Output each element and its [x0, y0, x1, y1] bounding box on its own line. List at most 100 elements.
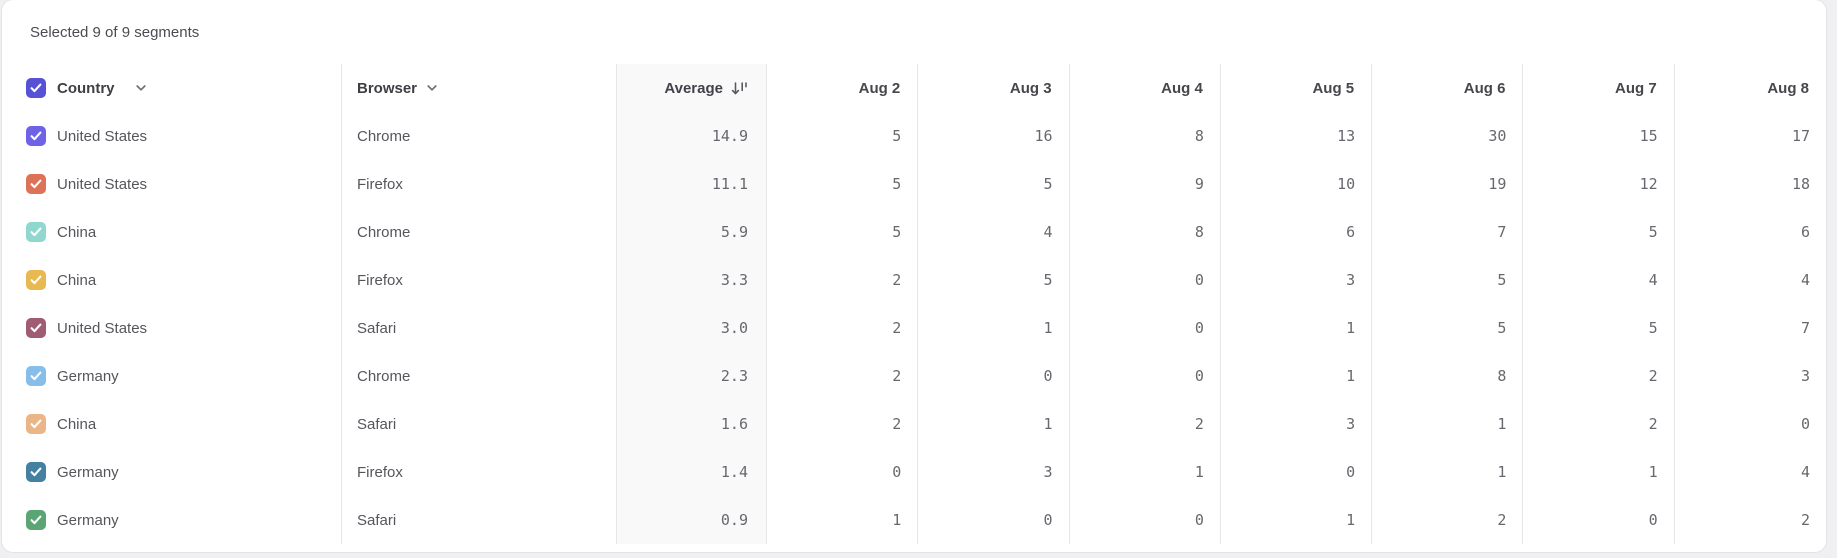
row-checkbox[interactable]: [26, 510, 46, 530]
value-cell: 18: [1791, 175, 1810, 193]
value-cell: 13: [1221, 112, 1373, 160]
value-cell: 1: [1070, 448, 1221, 496]
row-checkbox[interactable]: [26, 462, 46, 482]
country-header-label: Country: [57, 79, 115, 97]
date-header[interactable]: Aug 6: [1372, 64, 1524, 112]
value-cell: 8: [1372, 352, 1524, 400]
value-cell: 1: [1372, 448, 1524, 496]
row-checkbox[interactable]: [26, 222, 46, 242]
value-cell: 0: [1070, 496, 1221, 544]
value-cell: 8: [1070, 112, 1221, 160]
value-cell: 5: [1372, 256, 1524, 304]
browser-cell: Chrome: [342, 208, 617, 256]
table-row: United States Safari 3.0 2 1 0 1 5 5 7: [2, 304, 1826, 352]
value-cell: 1: [1221, 496, 1373, 544]
value-cell: 10: [1221, 160, 1373, 208]
row-checkbox[interactable]: [26, 270, 46, 290]
value-cell: 12: [1523, 160, 1675, 208]
value-cell: 6: [1221, 208, 1373, 256]
browser-cell: Firefox: [342, 448, 617, 496]
value-cell: 8: [1070, 208, 1221, 256]
country-cell: United States: [2, 304, 342, 352]
row-checkbox[interactable]: [26, 414, 46, 434]
date-header[interactable]: Aug 7: [1523, 64, 1675, 112]
country-label: Germany: [57, 511, 119, 529]
select-all-checkbox[interactable]: [26, 78, 46, 98]
country-label: United States: [57, 319, 148, 337]
browser-cell: Safari: [342, 496, 617, 544]
value-cell: 5: [767, 208, 919, 256]
browser-cell: Chrome: [342, 352, 617, 400]
table-row: Germany Safari 0.9 1 0 0 1 2 0 2: [2, 496, 1826, 544]
value-cell: 1: [1523, 448, 1675, 496]
date-header[interactable]: Aug 8: [1767, 79, 1809, 97]
value-cell: 16: [918, 112, 1070, 160]
average-cell: 5.9: [617, 208, 767, 256]
country-label: United States: [57, 127, 148, 145]
check-icon: [30, 179, 42, 189]
country-cell: Germany: [2, 496, 342, 544]
value-cell: 0: [918, 496, 1070, 544]
table-row: United States Chrome 14.9 5 16 8 13 30 15 17: [2, 112, 1826, 160]
row-checkbox[interactable]: [26, 126, 46, 146]
value-cell: 2: [1800, 511, 1810, 529]
average-header[interactable]: Average: [617, 64, 767, 112]
value-cell: 2: [1070, 400, 1221, 448]
value-cell: 0: [1800, 415, 1810, 433]
value-cell: 5: [1523, 208, 1675, 256]
country-label: Germany: [57, 367, 119, 385]
average-cell: 1.4: [617, 448, 767, 496]
average-cell: 1.6: [617, 400, 767, 448]
country-label: United States: [57, 175, 148, 193]
value-cell: 6: [1800, 223, 1810, 241]
country-label: China: [57, 223, 97, 241]
value-cell: 5: [767, 160, 919, 208]
browser-cell: Firefox: [342, 160, 617, 208]
country-cell: United States: [2, 160, 342, 208]
date-header[interactable]: Aug 2: [767, 64, 919, 112]
check-icon: [30, 275, 42, 285]
country-label: China: [57, 271, 97, 289]
browser-header[interactable]: Browser: [342, 64, 617, 112]
browser-cell: Chrome: [342, 112, 617, 160]
check-icon: [30, 227, 42, 237]
country-cell: Germany: [2, 448, 342, 496]
value-cell: 0: [767, 448, 919, 496]
chevron-down-icon: [135, 85, 146, 91]
check-icon: [30, 131, 42, 141]
country-cell: China: [2, 400, 342, 448]
row-checkbox[interactable]: [26, 366, 46, 386]
browser-cell: Firefox: [342, 256, 617, 304]
date-header[interactable]: Aug 3: [918, 64, 1070, 112]
value-cell: 0: [1070, 304, 1221, 352]
value-cell: 0: [1523, 496, 1675, 544]
country-cell: China: [2, 208, 342, 256]
country-header[interactable]: Country: [2, 64, 342, 112]
value-cell: 15: [1523, 112, 1675, 160]
value-cell: 0: [1070, 256, 1221, 304]
value-cell: 1: [1372, 400, 1524, 448]
date-header[interactable]: Aug 4: [1070, 64, 1221, 112]
value-cell: 4: [1523, 256, 1675, 304]
average-cell: 14.9: [617, 112, 767, 160]
value-cell: 4: [1800, 271, 1810, 289]
value-cell: 7: [1372, 208, 1524, 256]
selection-summary: Selected 9 of 9 segments: [30, 23, 200, 41]
browser-cell: Safari: [342, 400, 617, 448]
value-cell: 0: [918, 352, 1070, 400]
average-cell: 2.3: [617, 352, 767, 400]
date-header[interactable]: Aug 5: [1221, 64, 1373, 112]
row-checkbox[interactable]: [26, 318, 46, 338]
country-cell: China: [2, 256, 342, 304]
value-cell: 0: [1070, 352, 1221, 400]
value-cell: 2: [767, 304, 919, 352]
average-cell: 0.9: [617, 496, 767, 544]
value-cell: 4: [1800, 463, 1810, 481]
value-cell: 9: [1070, 160, 1221, 208]
check-icon: [30, 419, 42, 429]
row-checkbox[interactable]: [26, 174, 46, 194]
value-cell: 2: [767, 352, 919, 400]
chevron-down-icon: [427, 85, 437, 91]
value-cell: 5: [1523, 304, 1675, 352]
